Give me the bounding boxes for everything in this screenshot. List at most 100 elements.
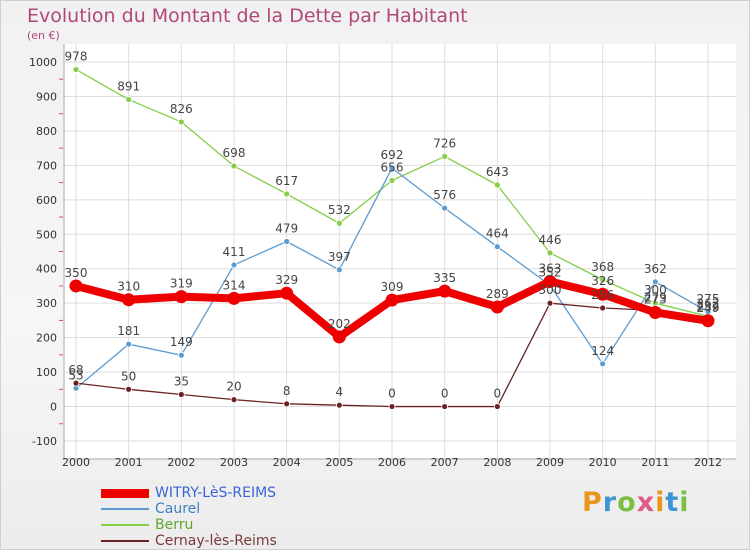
series-witry-l-s-reims xyxy=(69,274,715,344)
data-label: 314 xyxy=(223,278,246,292)
data-label: 8 xyxy=(283,384,291,398)
data-point xyxy=(385,293,399,307)
data-point xyxy=(648,305,662,319)
data-label: 397 xyxy=(328,250,351,264)
data-label: 368 xyxy=(591,260,614,274)
legend-label: Cernay-lès-Reims xyxy=(155,533,277,549)
data-label: 698 xyxy=(223,146,246,160)
data-label: 124 xyxy=(591,344,614,358)
y-tick-label: 800 xyxy=(36,125,57,138)
data-point xyxy=(335,401,343,409)
data-label: 446 xyxy=(539,233,562,247)
data-label: 275 xyxy=(697,292,720,306)
legend-swatch xyxy=(101,524,149,526)
data-label: 50 xyxy=(121,369,136,383)
data-point xyxy=(490,300,504,314)
legend-item: WITRY-LèS-REIMS xyxy=(101,485,277,501)
data-point xyxy=(177,391,185,398)
y-tick-label: 600 xyxy=(36,194,57,207)
data-label: 363 xyxy=(539,261,562,275)
legend-item: Cernay-lès-Reims xyxy=(101,533,277,549)
data-point xyxy=(69,279,83,293)
data-label: 350 xyxy=(65,266,88,280)
data-label: 309 xyxy=(381,280,404,294)
x-tick-label: 2005 xyxy=(325,456,353,469)
series-berru xyxy=(72,66,712,320)
x-tick-label: 2012 xyxy=(694,456,722,469)
data-point xyxy=(174,290,188,304)
data-label: 891 xyxy=(117,80,140,94)
data-point xyxy=(280,286,294,300)
data-point xyxy=(72,379,80,387)
logo-letter: o xyxy=(617,487,637,518)
proxiti-logo: Proxiti xyxy=(582,487,690,518)
data-label: 252 xyxy=(697,300,720,314)
data-label: 464 xyxy=(486,227,509,241)
data-point xyxy=(599,304,607,312)
data-point xyxy=(493,403,501,410)
data-point xyxy=(441,153,449,160)
data-point xyxy=(283,190,291,198)
x-tick-label: 2008 xyxy=(483,456,511,469)
data-label: 329 xyxy=(275,273,298,287)
legend-label: WITRY-LèS-REIMS xyxy=(155,485,277,501)
data-point xyxy=(441,403,449,410)
logo-letter: i xyxy=(655,487,666,518)
logo-letter: t xyxy=(665,487,680,518)
data-point xyxy=(388,403,396,410)
data-label: 532 xyxy=(328,203,351,217)
x-tick-label: 2009 xyxy=(536,456,564,469)
x-tick-label: 2002 xyxy=(167,456,195,469)
data-point xyxy=(125,340,133,348)
x-tick-label: 2006 xyxy=(378,456,406,469)
data-label: 4 xyxy=(336,385,344,399)
data-point xyxy=(599,276,607,284)
y-tick-label: 300 xyxy=(36,297,57,310)
legend-swatch xyxy=(101,540,149,542)
data-point xyxy=(651,278,659,286)
data-label: 249 xyxy=(697,301,720,315)
legend-swatch xyxy=(101,488,149,498)
data-label: 692 xyxy=(381,148,404,162)
logo-letter: x xyxy=(636,487,656,518)
data-point xyxy=(125,96,133,103)
data-label: 0 xyxy=(441,387,449,401)
y-tick-label: 400 xyxy=(36,263,57,276)
data-point xyxy=(335,219,343,227)
data-point xyxy=(230,162,238,170)
legend-label: Berru xyxy=(155,517,194,533)
data-point xyxy=(332,330,346,344)
x-tick-label: 2001 xyxy=(115,456,143,469)
data-point xyxy=(438,284,452,298)
data-label: 202 xyxy=(328,317,351,331)
data-label: 300 xyxy=(539,283,562,297)
legend-item: Caurel xyxy=(101,501,277,517)
data-point xyxy=(546,249,554,257)
data-label: 0 xyxy=(388,387,396,401)
unit-label: (en €) xyxy=(27,29,60,42)
data-label: 726 xyxy=(433,136,456,150)
data-point xyxy=(283,238,291,245)
data-label: 335 xyxy=(433,271,456,285)
data-point xyxy=(177,351,185,359)
y-tick-label: 1000 xyxy=(29,56,57,69)
data-label: 656 xyxy=(381,161,404,175)
data-label: 20 xyxy=(226,380,241,394)
y-tick-label: 100 xyxy=(36,366,57,379)
data-label: 479 xyxy=(275,222,298,236)
data-point xyxy=(177,118,185,126)
data-label: 273 xyxy=(644,292,667,306)
data-point xyxy=(230,261,238,269)
data-label: 262 xyxy=(697,296,720,310)
y-tick-label: 900 xyxy=(36,90,57,103)
data-label: 310 xyxy=(117,280,140,294)
data-point xyxy=(441,204,449,212)
legend-swatch xyxy=(101,508,149,510)
data-label: 286 xyxy=(591,288,614,302)
data-label: 181 xyxy=(117,324,140,338)
logo-letter: r xyxy=(602,487,618,518)
data-label: 0 xyxy=(494,387,502,401)
data-point xyxy=(72,66,80,73)
